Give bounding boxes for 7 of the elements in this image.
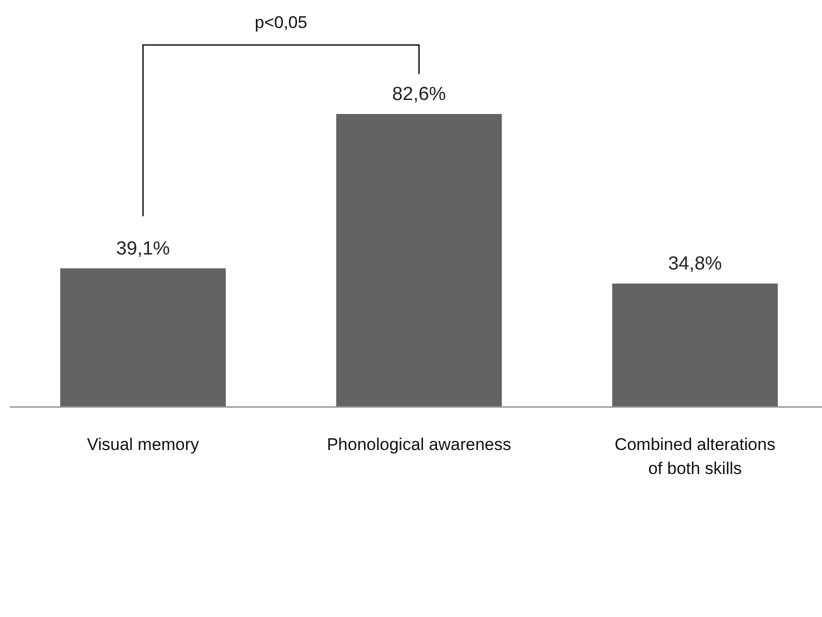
data-label: 82,6% xyxy=(392,84,446,105)
text: p<0,05 xyxy=(254,13,308,32)
data-label: 39,1% xyxy=(116,238,170,260)
data-label: 34,8% xyxy=(668,254,722,275)
x-tick-label: Combined alterations of both skills xyxy=(614,435,776,478)
x-tick-label: Phonological awareness xyxy=(326,435,512,454)
x-tick-label: Visual memory xyxy=(86,435,200,454)
